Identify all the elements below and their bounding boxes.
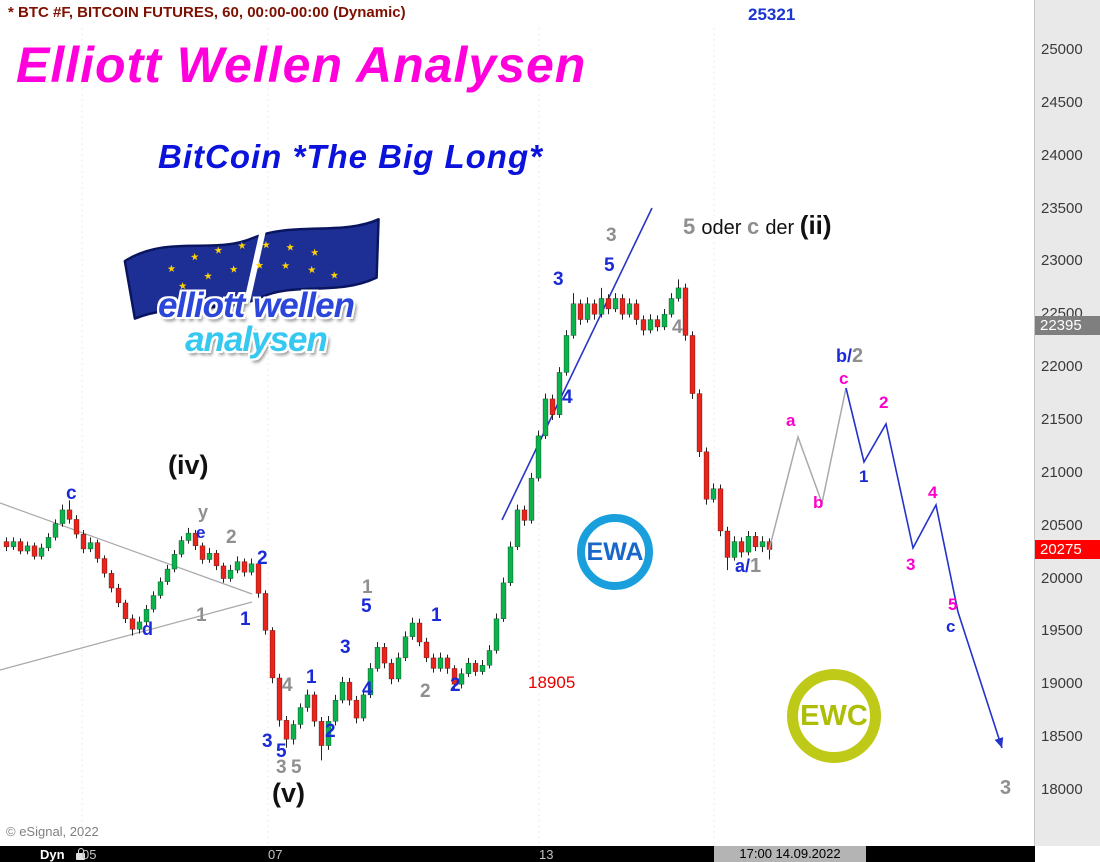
logo-text-line2: analysen [185,320,328,359]
page-subtitle: BitCoin *The Big Long* [158,138,543,175]
cursor-date-label: 17:00 14.09.2022 [714,846,866,862]
lock-icon[interactable] [76,848,85,860]
svg-text:★: ★ [167,264,177,276]
svg-text:★: ★ [310,248,320,260]
axis-tick-label: 21000 [1041,463,1083,481]
axis-tick-label: 19500 [1041,622,1083,640]
svg-text:★: ★ [178,281,188,293]
svg-text:★: ★ [307,265,317,277]
time-labels: 05 07 13 [0,846,1035,862]
svg-text:★: ★ [237,241,247,253]
eu-flag-icon: ★★★ ★ ★ ★ ★★★★ ★ ★ ★ ★ [120,214,384,324]
axis-tick-label: 25000 [1041,41,1083,58]
symbol-title: * BTC #F, BITCOIN FUTURES, 60, 00:00-00:… [8,4,406,21]
axis-tick-label: 18500 [1041,728,1083,746]
ewc-badge-text: EWC [800,699,868,732]
alert-price-label: 25321 [748,5,796,24]
svg-text:★: ★ [190,252,200,264]
axis-tick-label: 20000 [1041,569,1083,587]
ewa-badge: EWA [577,514,653,590]
axis-tick-label: 24000 [1041,146,1083,164]
axis-tick-label: 18000 [1041,781,1083,798]
time-axis-label: 07 [268,847,283,862]
axis-tick-label: 23000 [1041,252,1083,270]
axis-tick-label: 24500 [1041,93,1083,111]
eu-stars-icon: ★★★ ★ ★ ★ ★★★★ ★ ★ ★ ★ [167,240,340,293]
svg-text:★: ★ [203,271,213,283]
svg-text:★: ★ [330,270,340,282]
dyn-button[interactable]: Dyn [40,847,65,862]
logo-text-line1: elliott wellen [157,286,355,325]
ewa-logo: ★ ★ ★ ★ ★ ★ ★ ★ ★ ★ ★ ★ ★ ★ elliott wellen analysen [112,214,400,384]
ewc-badge: EWC [787,669,881,763]
last-close-price-tag: 22395 [1035,315,1100,335]
axis-tick-label: 22000 [1041,358,1083,376]
price-axis[interactable]: 25000 24500 24000 23500 23000 22500 22000 21500… [1034,0,1100,846]
chart-canvas[interactable] [0,0,1035,846]
axis-tick-label: 20500 [1041,516,1083,534]
time-axis-label: 05 [82,847,97,862]
svg-text:★: ★ [261,240,271,252]
time-axis-bar[interactable]: Dyn 05 07 13 17:00 14.09.2022 [0,846,1035,862]
axis-tick-label: 19000 [1041,675,1083,693]
ewa-badge-text: EWA [586,537,644,566]
main-title: Elliott Wellen Analysen [16,37,587,93]
svg-text:★: ★ [214,245,224,257]
axis-tick-label: 21500 [1041,411,1083,428]
time-axis-label: 13 [539,847,554,862]
svg-text:★: ★ [281,261,291,273]
svg-text:★: ★ [285,242,295,254]
svg-text:★: ★ [255,260,265,272]
current-price-tag: 20275 [1035,540,1100,559]
copyright-label: © eSignal, 2022 [6,824,99,839]
svg-text:★: ★ [229,264,239,276]
axis-tick-label: 23500 [1041,199,1083,217]
